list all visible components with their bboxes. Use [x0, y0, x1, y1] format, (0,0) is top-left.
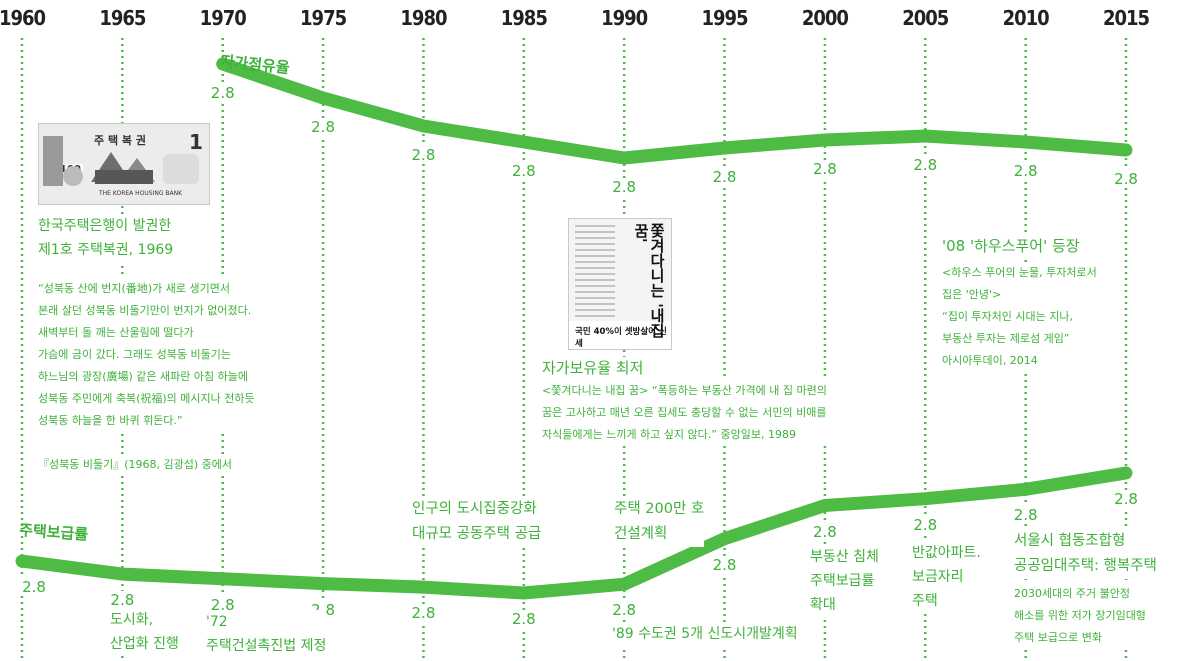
- ownership-value-1990: 2.8: [604, 178, 645, 196]
- supply-value-1965: 2.8: [102, 591, 143, 610]
- ownership-rate-line: [216, 57, 1133, 165]
- supply-value-2000: 2.8: [804, 522, 845, 541]
- event-2000: 부동산 침체 주택보급률 확대: [810, 545, 879, 617]
- poem-quote: “성북동 산에 번지(番地)가 새로 생기면서 본래 살던 성북동 비둘기만이 …: [38, 278, 255, 432]
- lowest-ownership-text: <쫓겨다니는 내집 꿈> “폭등하는 부동산 가격에 내 집 마련의 꿈은 고사…: [542, 380, 827, 446]
- supply-value-1970: 2.8: [202, 595, 243, 614]
- year-label-2010: 2010: [1002, 6, 1050, 30]
- supply-value-1985: 2.8: [503, 610, 544, 628]
- housing-supply-line: [15, 466, 1133, 600]
- event-2005: 반값아파트. 보금자리 주택: [912, 541, 981, 613]
- housepoor-title: '08 '하우스푸어' 등장: [942, 235, 1080, 257]
- year-label-1970: 1970: [199, 6, 247, 30]
- ownership-value-1970: 2.8: [202, 84, 243, 102]
- ownership-value-2010: 2.8: [1005, 162, 1046, 180]
- newspaper-clipping-image: 쫓겨다니는 '내집 꿈' 국민 40%이 셋방살이 신세: [568, 218, 672, 350]
- supply-value-1995: 2.8: [704, 555, 745, 574]
- clipping-headline: 쫓겨다니는 '내집 꿈': [632, 223, 666, 338]
- ownership-value-1985: 2.8: [503, 162, 544, 180]
- ownership-value-1975: 2.8: [303, 118, 344, 136]
- year-label-2015: 2015: [1102, 6, 1150, 30]
- ownership-value-1980: 2.8: [403, 146, 444, 164]
- ownership-value-1995: 2.8: [704, 168, 745, 186]
- clipping-subhead: 국민 40%이 셋방살이 신세: [575, 327, 667, 349]
- event-1980: 인구의 도시집중강화 대규모 공동주택 공급: [412, 497, 542, 547]
- year-label-2005: 2005: [902, 6, 949, 30]
- supply-value-2005: 2.8: [905, 515, 946, 534]
- year-label-1975: 1975: [300, 6, 347, 30]
- year-label-1960: 1960: [0, 6, 46, 30]
- year-label-1980: 1980: [400, 6, 447, 30]
- year-label-1995: 1995: [701, 6, 748, 30]
- event-1972: '72 주택건설촉진법 제정: [206, 610, 327, 658]
- ticket-amount: W100: [47, 164, 83, 175]
- clipping-text-lines: [569, 225, 671, 349]
- poem-source: 『성북동 비둘기』(1968, 김광섭) 중에서: [38, 454, 233, 476]
- event-2015-text: 2030세대의 주거 불안정 해소를 위한 저가 장기임대형 주택 보급으로 변…: [1014, 583, 1146, 649]
- ticket-bank: THE KOREA HOUSING BANK: [99, 190, 183, 197]
- event-1989: '89 수도권 5개 신도시개발계획: [612, 622, 798, 646]
- lottery-caption: 한국주택은행이 발권한 제1호 주택복권, 1969: [38, 214, 174, 262]
- ownership-value-2000: 2.8: [804, 160, 845, 178]
- supply-value-1960: 2.8: [14, 578, 54, 597]
- ownership-value-2015: 2.8: [1106, 170, 1146, 188]
- year-label-2000: 2000: [801, 6, 849, 30]
- ticket-title: 주 택 복 권: [94, 134, 146, 147]
- year-label-1990: 1990: [601, 6, 648, 30]
- event-2015-title: 서울시 협동조합형 공공임대주택: 행복주택: [1014, 529, 1157, 579]
- supply-value-2010: 2.8: [1005, 506, 1046, 525]
- year-label-1985: 1985: [500, 6, 548, 30]
- event-1965: 도시화, 산업화 진행: [110, 608, 179, 656]
- ticket-house-drawing: [43, 136, 199, 186]
- housepoor-text: <하우스 푸어의 눈물, 투자처로서 집은 '안녕'> “집이 투자처인 시대는…: [942, 262, 1097, 372]
- supply-value-2015: 2.8: [1106, 490, 1146, 508]
- lowest-ownership-title: 자가보유율 최저: [542, 357, 644, 379]
- ticket-number: 1: [189, 130, 203, 154]
- housing-lottery-ticket-image: 주 택 복 권 1 W100 THE KOREA HOUSING BANK: [38, 123, 210, 205]
- ownership-value-2005: 2.8: [905, 156, 946, 174]
- supply-value-1990: 2.8: [604, 601, 645, 620]
- year-label-1965: 1965: [99, 6, 146, 30]
- supply-value-1980: 2.8: [403, 604, 444, 623]
- event-1990-plan: 주택 200만 호 건설계획: [614, 497, 705, 547]
